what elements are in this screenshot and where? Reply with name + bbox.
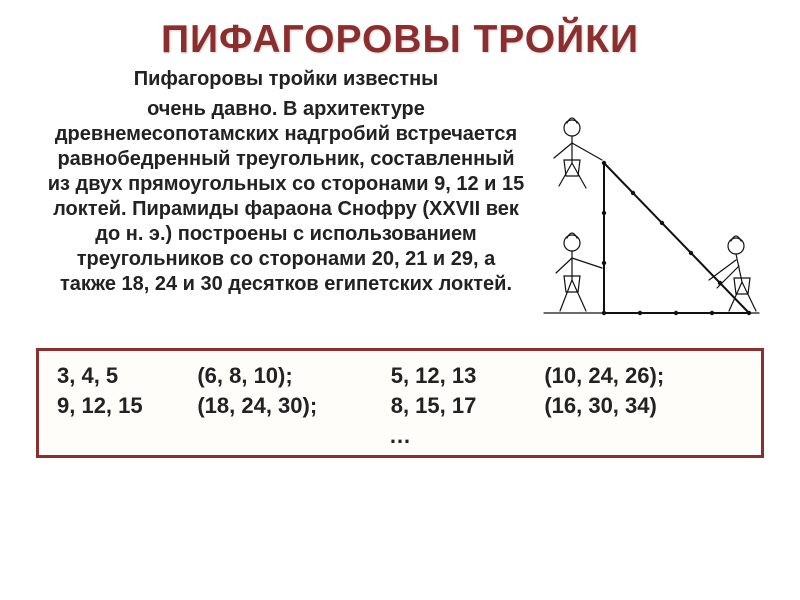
triple-mult: (16, 30, 34) [540,391,747,421]
triples-box: 3, 4, 5 (6, 8, 10); 5, 12, 13 (10, 24, 2… [36,348,764,458]
table-row: 9, 12, 15 (18, 24, 30); 8, 15, 17 (16, 3… [53,391,747,421]
main-paragraph: очень давно. В архитектуре древнемесопот… [46,97,526,297]
figure-column [526,68,772,328]
figure-middle-icon [556,233,602,311]
slide: ПИФАГОРОВЫ ТРОЙКИ Пифагоровы тройки изве… [0,0,800,600]
text-column: Пифагоровы тройки известны очень давно. … [46,68,526,328]
figure-right-icon [709,236,756,311]
slide-title: ПИФАГОРОВЫ ТРОЙКИ [0,0,800,68]
body-row: Пифагоровы тройки известны очень давно. … [0,68,800,328]
triple-base: 9, 12, 15 [53,391,193,421]
triple-base: 5, 12, 13 [387,361,541,391]
table-row: 3, 4, 5 (6, 8, 10); 5, 12, 13 (10, 24, 2… [53,361,747,391]
triple-base: 3, 4, 5 [53,361,193,391]
rope-triangle-figure-icon [534,68,764,328]
figure-top-icon [554,118,602,188]
triple-mult: (6, 8, 10); [193,361,386,391]
triple-mult: (10, 24, 26); [540,361,747,391]
triples-table: 3, 4, 5 (6, 8, 10); 5, 12, 13 (10, 24, 2… [53,361,747,421]
triple-base: 8, 15, 17 [387,391,541,421]
triples-ellipsis: … [53,421,747,449]
triple-mult: (18, 24, 30); [193,391,386,421]
lead-sentence: Пифагоровы тройки известны [46,68,526,91]
